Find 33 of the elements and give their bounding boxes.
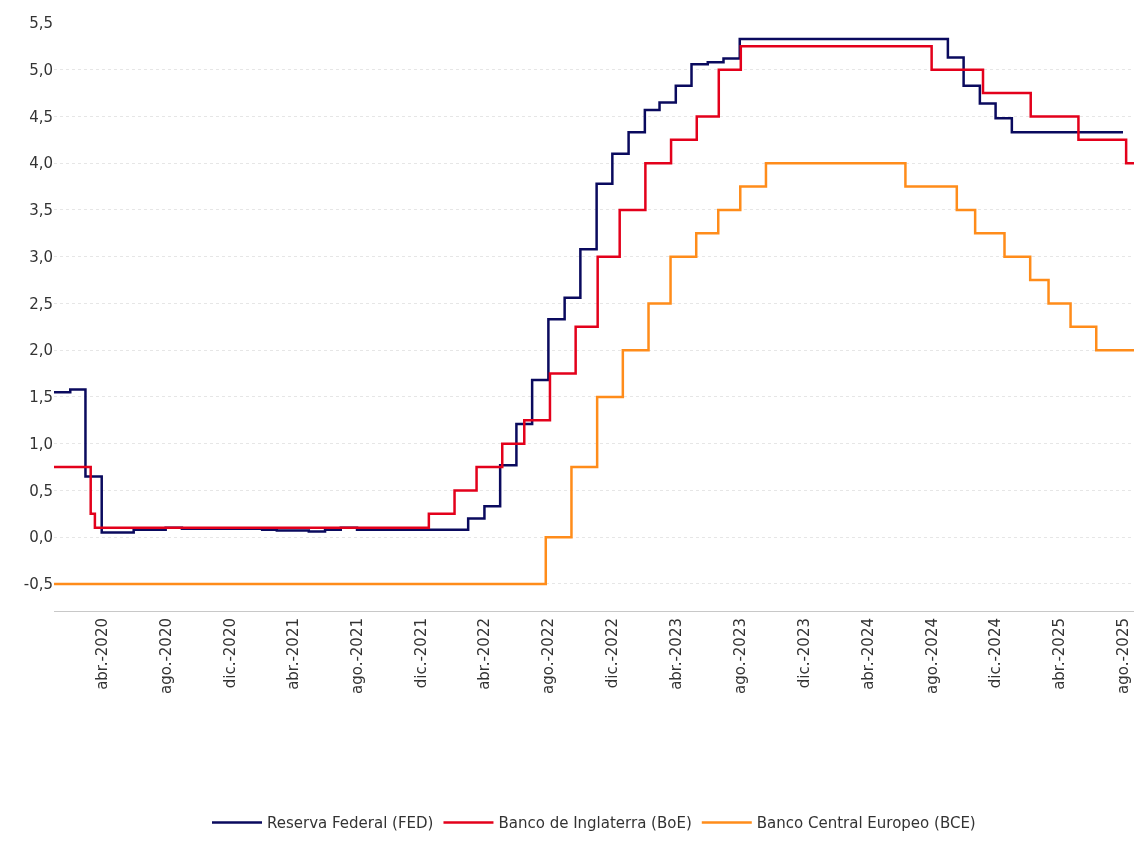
x-tick-label: abr.-2023 [666,618,685,690]
legend-label: Banco de Inglaterra (BoE) [498,814,692,833]
x-tick-label: ago.-2022 [539,618,558,694]
y-tick-label: 0,5 [29,481,53,500]
x-tick-label: abr.-2025 [1049,618,1068,690]
y-tick-label: -0,5 [23,575,53,594]
y-tick-label: 3,0 [29,247,53,266]
y-tick-label: 3,5 [29,201,53,220]
y-tick-label: 4,0 [29,154,53,173]
y-tick-label: 5,5 [29,14,53,33]
y-tick-label: 1,0 [29,434,53,453]
y-tick-label: 0,0 [29,528,53,547]
x-tick-label: ago.-2020 [156,618,175,694]
y-tick-label: 2,5 [29,294,53,313]
y-tick-label: 4,5 [29,107,53,126]
x-tick-label: abr.-2020 [92,618,111,690]
x-tick-label: dic.-2024 [986,618,1005,689]
y-tick-label: 1,5 [29,388,53,407]
legend-label: Reserva Federal (FED) [267,814,434,833]
x-tick-label: dic.-2020 [220,618,239,689]
x-tick-label: abr.-2021 [283,618,302,690]
y-tick-label: 5,0 [29,60,53,79]
y-tick-label: 2,0 [29,341,53,360]
x-tick-label: dic.-2021 [411,618,430,689]
x-tick-label: ago.-2025 [1113,618,1132,694]
x-tick-label: ago.-2024 [922,618,941,694]
legend-label: Banco Central Europeo (BCE) [756,814,976,833]
x-tick-label: ago.-2023 [730,618,749,694]
x-tick-label: abr.-2022 [475,618,494,690]
x-tick-label: dic.-2022 [603,618,622,689]
x-tick-label: dic.-2023 [794,618,813,689]
x-tick-label: abr.-2024 [858,618,877,690]
x-tick-label: ago.-2021 [347,618,366,694]
